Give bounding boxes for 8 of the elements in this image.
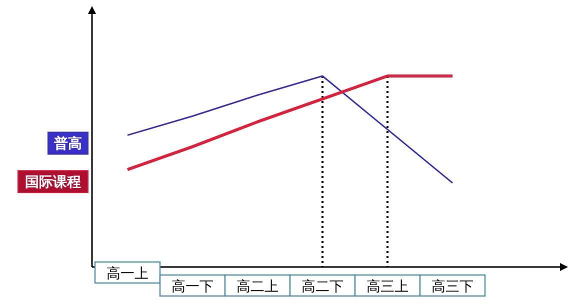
x-tick-label: 高一下: [172, 279, 214, 295]
x-tick-label: 高三下: [432, 279, 474, 295]
text: 普高: [53, 135, 82, 152]
x-tick-label: 高一上: [106, 266, 148, 282]
x-tick-label: 高二下: [302, 279, 344, 295]
x-tick-label: 高二上: [236, 279, 278, 295]
x-tick-label: 高三上: [366, 279, 408, 295]
text: 国际课程: [25, 174, 81, 191]
